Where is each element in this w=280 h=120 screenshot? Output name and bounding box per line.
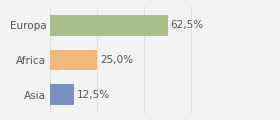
Text: 25,0%: 25,0%: [100, 55, 133, 65]
Bar: [50, 15, 168, 36]
Text: 62,5%: 62,5%: [171, 20, 204, 30]
Text: 12,5%: 12,5%: [77, 90, 110, 100]
Bar: [50, 84, 74, 105]
Bar: [50, 50, 97, 70]
